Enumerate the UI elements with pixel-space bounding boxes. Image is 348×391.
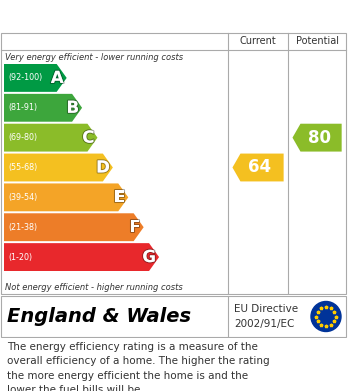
Text: C: C [82, 129, 94, 147]
Text: (39-54): (39-54) [8, 193, 37, 202]
Polygon shape [4, 124, 97, 152]
Polygon shape [4, 94, 82, 122]
Polygon shape [232, 154, 284, 181]
Text: (1-20): (1-20) [8, 253, 32, 262]
Text: 80: 80 [308, 129, 331, 147]
Polygon shape [4, 183, 128, 211]
Circle shape [311, 301, 341, 332]
Polygon shape [4, 213, 144, 241]
Text: B: B [66, 99, 79, 117]
Text: Not energy efficient - higher running costs: Not energy efficient - higher running co… [5, 283, 183, 292]
Text: England & Wales: England & Wales [7, 307, 191, 326]
Polygon shape [4, 154, 113, 181]
Text: Very energy efficient - lower running costs: Very energy efficient - lower running co… [5, 53, 183, 62]
Text: Potential: Potential [295, 36, 339, 46]
Text: 2002/91/EC: 2002/91/EC [234, 319, 294, 329]
Text: (92-100): (92-100) [8, 74, 42, 83]
Text: (55-68): (55-68) [8, 163, 37, 172]
Text: Energy Efficiency Rating: Energy Efficiency Rating [8, 9, 229, 23]
Text: The energy efficiency rating is a measure of the
overall efficiency of a home. T: The energy efficiency rating is a measur… [7, 342, 270, 391]
Text: EU Directive: EU Directive [234, 304, 298, 314]
Polygon shape [4, 243, 159, 271]
Text: A: A [51, 69, 64, 87]
Text: (69-80): (69-80) [8, 133, 37, 142]
Text: Current: Current [240, 36, 276, 46]
Text: G: G [142, 248, 156, 266]
Text: (81-91): (81-91) [8, 103, 37, 112]
Text: E: E [114, 188, 125, 206]
Polygon shape [292, 124, 342, 152]
Text: (21-38): (21-38) [8, 223, 37, 232]
Text: D: D [96, 158, 110, 176]
Text: F: F [129, 218, 141, 236]
Polygon shape [4, 64, 67, 92]
Text: 64: 64 [248, 158, 271, 176]
